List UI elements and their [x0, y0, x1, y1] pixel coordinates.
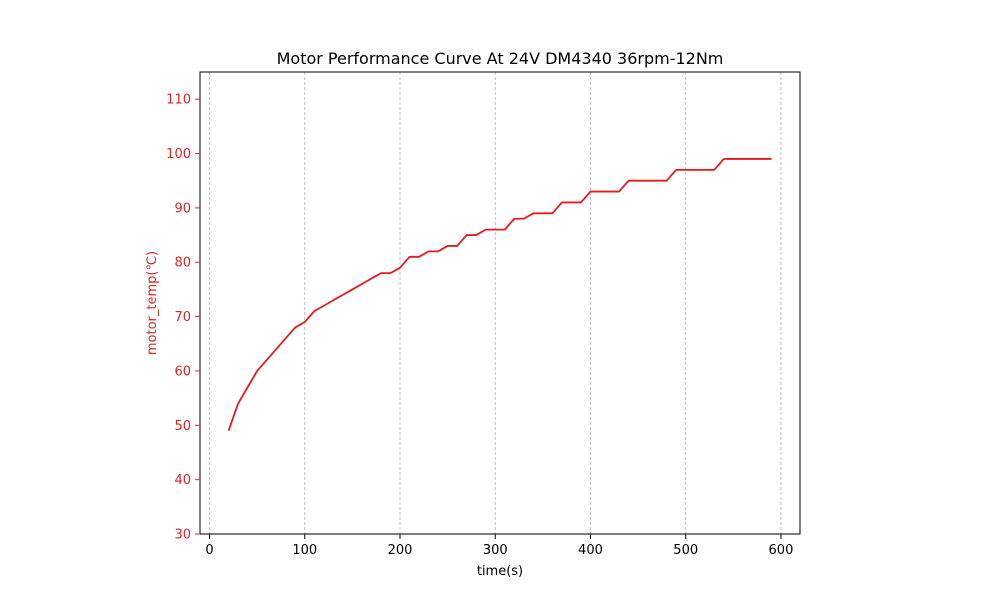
chart-title: Motor Performance Curve At 24V DM4340 36… [277, 49, 724, 68]
y-tick-label: 110 [166, 93, 191, 108]
x-axis-label: time(s) [477, 564, 523, 579]
series-line [227, 158, 772, 432]
plot-frame [199, 71, 801, 535]
y-tick-label: 90 [174, 201, 191, 216]
x-tick-label: 600 [769, 543, 794, 558]
x-tick-label: 100 [292, 543, 317, 558]
grid-lines [209, 72, 782, 534]
x-tick-label: 400 [578, 543, 603, 558]
y-tick-label: 40 [174, 473, 191, 488]
y-tick-label: 50 [174, 419, 191, 434]
y-tick-label: 80 [174, 256, 191, 271]
y-tick-label: 60 [174, 364, 191, 379]
y-axis-label: motor_temp(℃) [145, 251, 160, 355]
line-layer [227, 158, 772, 432]
x-tick-label: 0 [205, 543, 213, 558]
y-tick-label: 100 [166, 147, 191, 162]
y-tick-label: 30 [174, 528, 191, 543]
x-axis: 0 100 200 300 400 500 600 [205, 534, 793, 558]
x-tick-label: 500 [673, 543, 698, 558]
y-axis: 30 40 50 60 70 80 90 100 110 [166, 93, 200, 543]
x-tick-label: 200 [388, 543, 413, 558]
y-tick-label: 70 [174, 310, 191, 325]
x-tick-label: 300 [483, 543, 508, 558]
